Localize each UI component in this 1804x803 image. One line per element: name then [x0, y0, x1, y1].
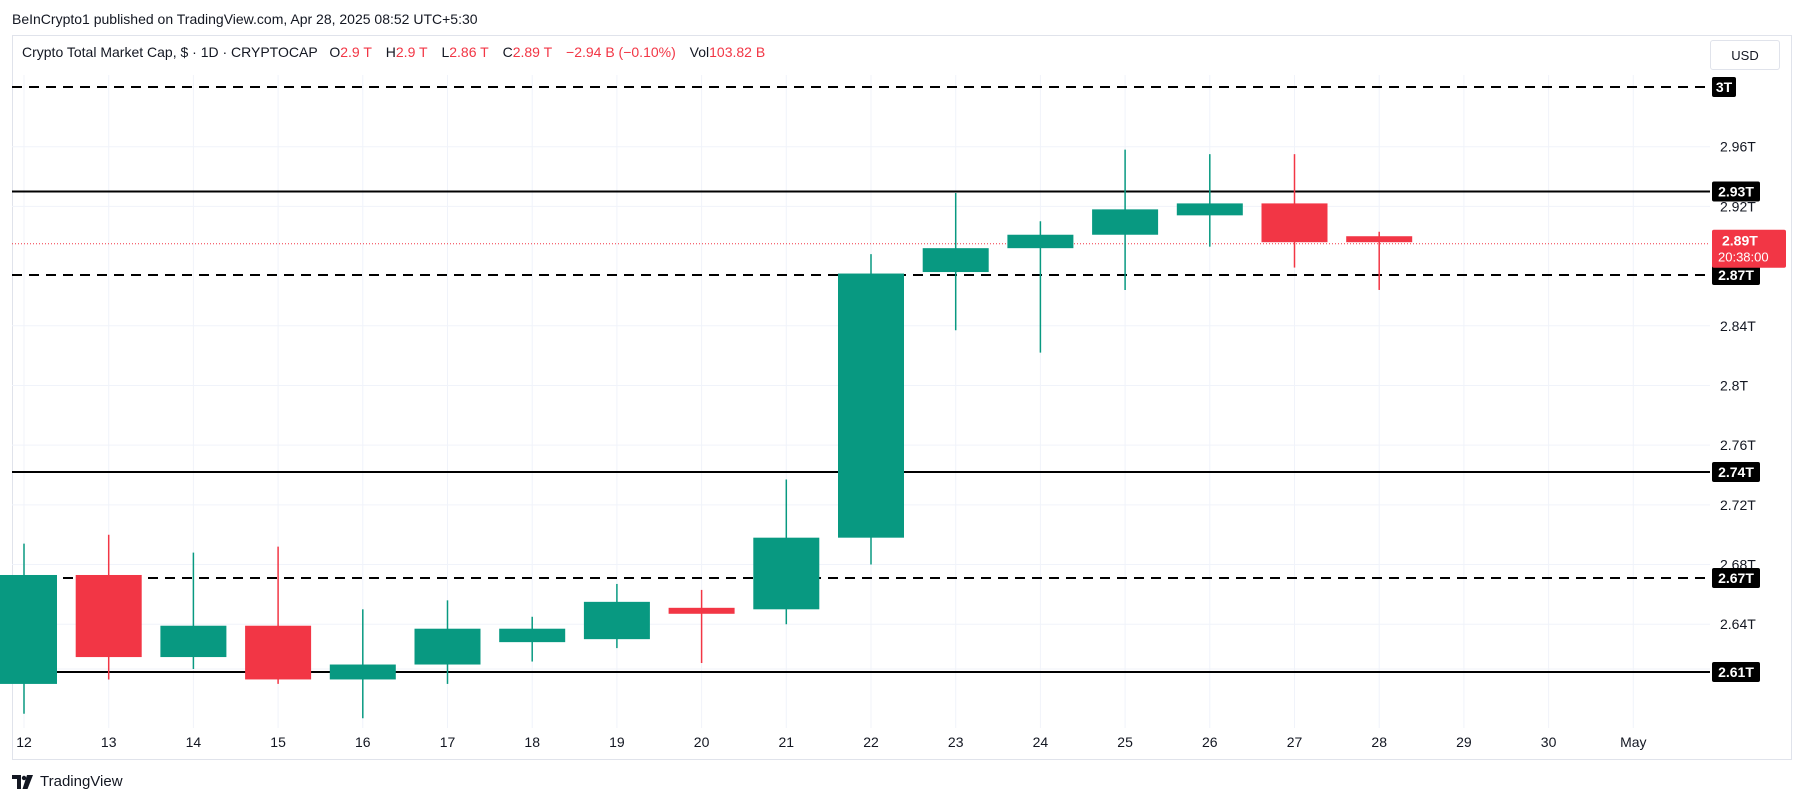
level-label-bg [1712, 462, 1760, 483]
x-tick-label: 18 [524, 734, 540, 750]
candle-body [1092, 209, 1159, 235]
x-tick-label: 27 [1287, 734, 1303, 750]
x-tick-label: May [1620, 734, 1646, 750]
tradingview-logo-icon [12, 774, 33, 789]
level-label: 2.67T [1718, 570, 1754, 586]
x-tick-label: 28 [1371, 734, 1387, 750]
candle-body [583, 601, 650, 640]
level-label: 2.61T [1718, 664, 1754, 680]
high-value: 2.9 T [395, 44, 428, 60]
y-tick-label: 2.76T [1720, 437, 1756, 453]
y-tick-label: 2.84T [1720, 318, 1756, 334]
currency-button[interactable]: USD [1710, 40, 1780, 70]
chart-frame [12, 35, 1792, 760]
low-label: L [441, 44, 450, 60]
volume-value: 103.82 B [709, 44, 766, 60]
level-label-bg [1712, 181, 1760, 202]
x-tick-label: 24 [1033, 734, 1049, 750]
candle-body [668, 607, 735, 614]
candle-body [838, 273, 904, 538]
close-label: C [502, 44, 513, 60]
x-tick-label: 14 [186, 734, 202, 750]
level-label-bg [1712, 77, 1736, 97]
open-label: O [329, 44, 341, 60]
y-tick-label: 2.96T [1720, 139, 1756, 155]
change-value: −2.94 B (−0.10%) [566, 44, 676, 60]
candles [0, 149, 1413, 719]
x-tick-label: 13 [101, 734, 117, 750]
y-tick-label: 2.92T [1720, 198, 1756, 214]
x-tick-label: 17 [440, 734, 456, 750]
axes: 2.61T2.64T2.68T2.72T2.76T2.8T2.84T2.92T2… [16, 77, 1786, 750]
candle-body [75, 574, 142, 658]
last-price-label-bg [1712, 229, 1786, 268]
level-label: 2.74T [1718, 464, 1754, 480]
candle-body [1176, 203, 1243, 216]
level-label: 2.93T [1718, 183, 1754, 199]
level-label: 3T [1716, 79, 1733, 95]
x-tick-label: 23 [948, 734, 964, 750]
close-value: 2.89 T [512, 44, 553, 60]
x-tick-label: 16 [355, 734, 371, 750]
x-tick-label: 21 [779, 734, 795, 750]
level-label-bg [1712, 661, 1760, 682]
volume-label: Vol [689, 44, 710, 60]
candle-body [1261, 203, 1328, 243]
countdown-label: 20:38:00 [1718, 250, 1769, 265]
candle-body [499, 628, 566, 643]
candle-body [1346, 236, 1413, 243]
open-value: 2.9 T [340, 44, 372, 60]
x-tick-label: 20 [694, 734, 710, 750]
candle-body [160, 625, 227, 658]
level-label-bg [1712, 567, 1760, 588]
last-price-label: 2.89T [1722, 233, 1758, 249]
candle-body [414, 628, 481, 665]
candle-body [0, 574, 57, 684]
high-label: H [385, 44, 396, 60]
tradingview-logo-text: TradingView [40, 773, 123, 790]
candle-body [753, 537, 820, 610]
published-by-text: BeInCrypto1 published on TradingView.com… [12, 11, 478, 27]
x-tick-label: 12 [16, 734, 32, 750]
symbol-legend: Crypto Total Market Cap, $ · 1D · CRYPTO… [22, 44, 775, 60]
low-value: 2.86 T [449, 44, 489, 60]
y-tick-label: 2.64T [1720, 616, 1756, 632]
level-label: 2.87T [1718, 267, 1754, 283]
x-tick-label: 29 [1456, 734, 1472, 750]
x-tick-label: 15 [270, 734, 286, 750]
candle-body [1007, 234, 1074, 249]
y-tick-label: 2.72T [1720, 497, 1756, 513]
y-tick-label: 2.8T [1720, 377, 1748, 393]
x-tick-label: 26 [1202, 734, 1218, 750]
x-tick-label: 25 [1117, 734, 1133, 750]
candle-body [922, 248, 989, 273]
symbol-title[interactable]: Crypto Total Market Cap, $ · 1D · CRYPTO… [22, 44, 318, 60]
candle-body [245, 625, 312, 680]
level-label-bg [1712, 265, 1760, 286]
candle-body [329, 664, 396, 680]
tradingview-logo[interactable]: TradingView [12, 773, 123, 790]
x-tick-label: 30 [1541, 734, 1557, 750]
x-tick-label: 19 [609, 734, 625, 750]
x-tick-label: 22 [863, 734, 879, 750]
